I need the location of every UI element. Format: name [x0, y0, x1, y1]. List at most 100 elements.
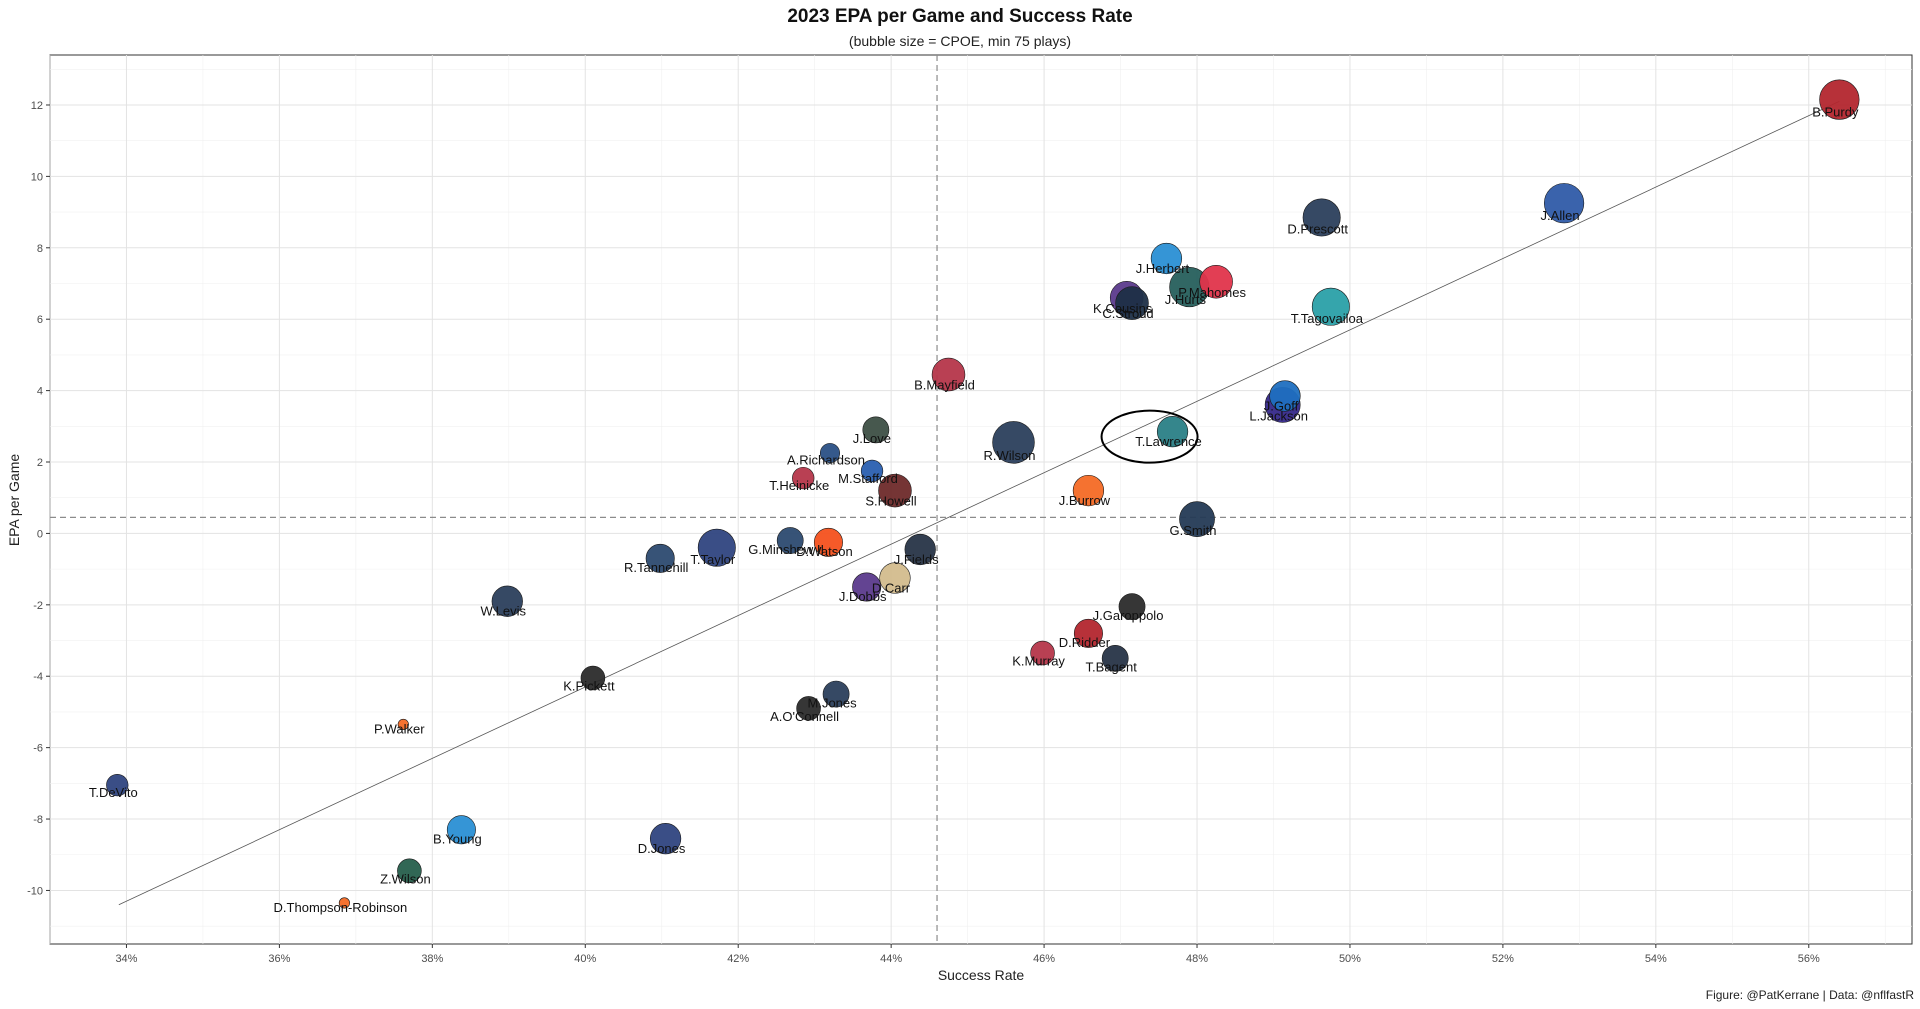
point-label: J.Herbert [1136, 261, 1190, 276]
y-tick-label: 12 [31, 100, 43, 112]
bubble-t-taylor [697, 528, 736, 567]
point-label: R.Tannehill [624, 560, 688, 575]
y-tick-label: -6 [33, 743, 43, 755]
bubbles [106, 79, 1860, 909]
bubble-p-mahomes [1199, 264, 1233, 299]
point-label: J.Burrow [1059, 493, 1111, 508]
y-tick-label: 0 [37, 528, 43, 540]
trend-line-group [118, 101, 1840, 906]
trend-line [118, 101, 1840, 906]
chart-caption: Figure: @PatKerrane | Data: @nflfastR [1705, 988, 1914, 1002]
point-label: B.Mayfield [914, 378, 975, 393]
bubble-d-watson [813, 527, 843, 557]
y-tick-label: 6 [37, 314, 43, 326]
bubble-m-stafford [860, 459, 884, 483]
plot-panel [49, 54, 1913, 945]
point-label: D.Prescott [1287, 222, 1348, 237]
point-label: M.Jones [808, 695, 858, 710]
point-label: T.Bagent [1086, 660, 1138, 675]
point-label: J.Fields [894, 552, 939, 567]
x-tick-label: 52% [1492, 953, 1514, 965]
x-tick-label: 44% [880, 953, 902, 965]
point-label: W.Levis [481, 604, 527, 619]
bubble-j-allen [1543, 183, 1585, 224]
point-label: A.Richardson [787, 452, 865, 467]
x-tick-label: 38% [421, 953, 443, 965]
bubble-r-wilson [992, 421, 1035, 464]
x-tick-label: 54% [1645, 953, 1667, 965]
bubble-b-young [446, 815, 476, 845]
point-label: D.Watson [796, 544, 853, 559]
x-axis-title: Success Rate [938, 967, 1025, 983]
bubble-a-richardson [819, 443, 840, 464]
y-tick-label: -2 [33, 600, 43, 612]
point-label: D.Thompson-Robinson [274, 900, 408, 915]
y-axis-title: EPA per Game [6, 454, 22, 547]
y-tick-label: -10 [27, 885, 43, 897]
bubble-k-pickett [580, 665, 606, 691]
point-label: K.Murray [1012, 654, 1065, 669]
point-label: P.Mahomes [1178, 285, 1246, 300]
point-label: G.Minshew II [748, 542, 824, 557]
x-tick-label: 56% [1798, 953, 1820, 965]
x-tick-label: 46% [1033, 953, 1055, 965]
bubble-p-walker [397, 718, 409, 730]
highlight-ellipse [1100, 409, 1199, 464]
point-label: R.Wilson [983, 448, 1035, 463]
major-gridlines [50, 55, 1912, 944]
bubble-b-purdy [1819, 79, 1860, 120]
point-label: K.Pickett [563, 679, 615, 694]
y-tick-label: -4 [33, 671, 43, 683]
point-label: B.Young [433, 832, 482, 847]
point-label: J.Hurts [1165, 292, 1207, 307]
bubble-w-levis [491, 585, 523, 617]
bubble-b-mayfield [931, 357, 966, 392]
point-label: J.Allen [1541, 208, 1580, 223]
bubble-d-thompson-robinson [338, 897, 350, 909]
point-label: S.Howell [865, 494, 916, 509]
y-tick-label: 4 [37, 386, 43, 398]
point-label: T.DeVito [89, 785, 138, 800]
bubble-g-minshew-ii [776, 527, 804, 554]
point-labels: B.Purdy J.Allen D.Prescott J.Herbert P.Mahom… [89, 105, 1859, 915]
bubble-t-tagovailoa [1311, 287, 1350, 326]
bubble-j-fields [904, 533, 936, 566]
chart-subtitle: (bubble size = CPOE, min 75 plays) [848, 33, 1072, 49]
point-label: C.Stroud [1102, 306, 1153, 321]
bubble-t-heinicke [792, 466, 815, 490]
bubble-r-tannehill [645, 543, 675, 573]
bubble-d-prescott [1302, 198, 1341, 237]
point-label: G.Smith [1170, 523, 1217, 538]
point-label: J.Garoppolo [1093, 608, 1164, 623]
y-axis-ticks: -10 -8 -6 -4 -2 0 2 4 6 8 10 12 [27, 100, 50, 897]
x-tick-label: 50% [1339, 953, 1361, 965]
bubble-d-ridder [1073, 618, 1103, 648]
bubble-a-o-connell [796, 696, 821, 721]
highlight-ellipse-group [1100, 409, 1199, 464]
bubble-s-howell [878, 473, 912, 508]
bubble-j-goff [1269, 380, 1301, 412]
bubble-j-burrow [1072, 474, 1105, 507]
bubble-m-jones [822, 680, 850, 708]
bubble-j-herbert [1150, 242, 1183, 275]
minor-gridlines [49, 55, 1912, 944]
reference-lines [50, 55, 1912, 944]
point-label: D.Ridder [1059, 635, 1111, 650]
point-label: M.Stafford [838, 471, 898, 486]
y-tick-label: 10 [31, 171, 43, 183]
bubble-z-wilson [397, 858, 422, 884]
point-label: L.Jackson [1249, 409, 1308, 424]
point-label: J.Goff [1264, 398, 1299, 413]
chart-title: 2023 EPA per Game and Success Rate [787, 6, 1133, 27]
x-tick-label: 40% [574, 953, 596, 965]
bubble-j-love [862, 416, 890, 444]
y-tick-label: 8 [37, 243, 43, 255]
x-tick-label: 36% [268, 953, 290, 965]
point-label: T.Taylor [690, 552, 735, 567]
bubble-j-garoppolo [1118, 593, 1146, 620]
point-label: J.Dobbs [839, 589, 887, 604]
point-label: T.Lawrence [1135, 434, 1201, 449]
point-label: D.Carr [872, 580, 911, 595]
x-tick-label: 48% [1186, 953, 1208, 965]
